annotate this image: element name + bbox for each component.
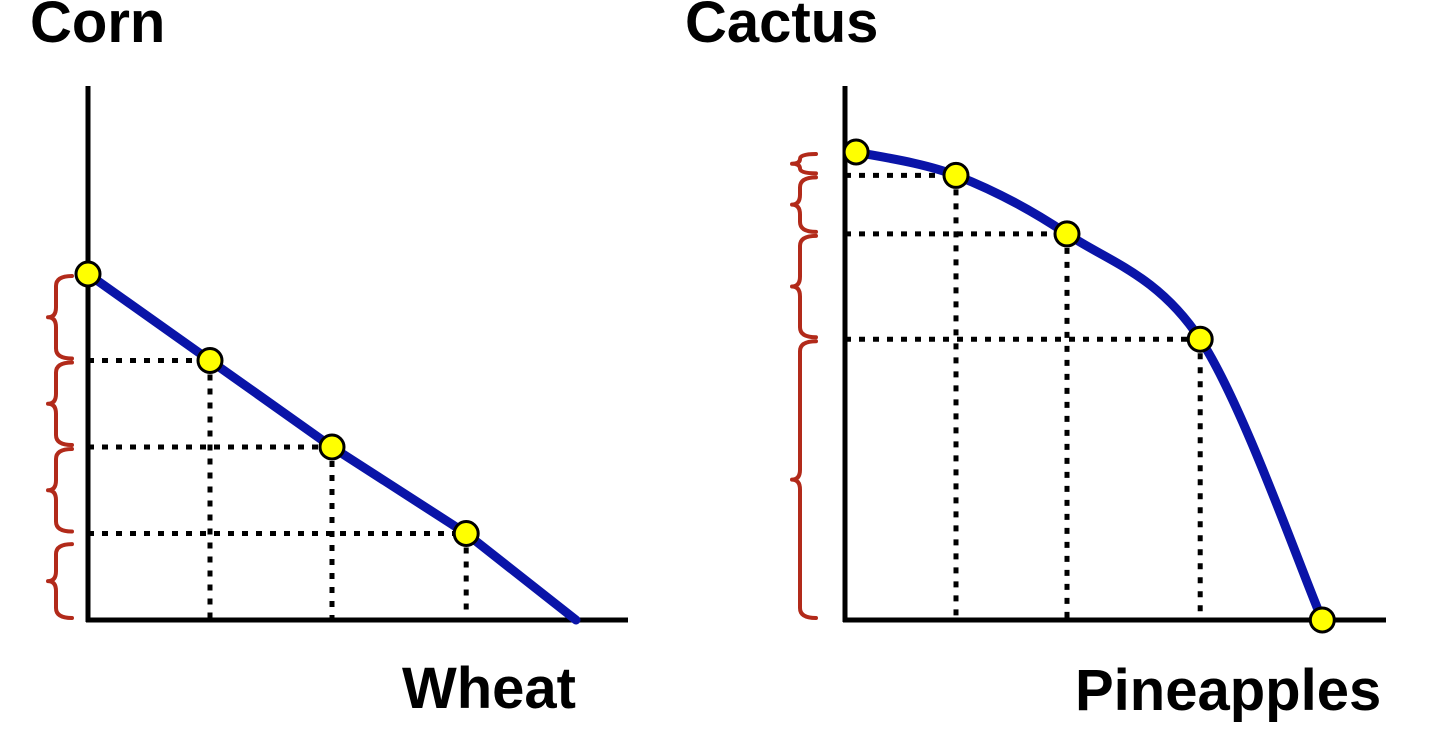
y-bracket-2 (790, 175, 818, 234)
x-axis-label: Wheat (402, 656, 576, 721)
y-bracket-2 (46, 360, 74, 447)
y-axis-label: Corn (30, 0, 166, 55)
data-point-0 (74, 260, 102, 288)
cactus-pineapples-plot (790, 86, 1386, 634)
y-bracket-1 (46, 447, 74, 534)
cactus-pineapples-ppf-chart: Cactus Pineapples (685, 0, 1440, 745)
y-bracket-1 (790, 233, 818, 340)
data-point-1 (942, 161, 970, 189)
y-bracket-0 (46, 542, 74, 620)
data-point-1 (196, 347, 224, 374)
data-point-3 (1186, 325, 1214, 353)
data-point-0 (842, 138, 870, 166)
frontier-line (851, 147, 1327, 625)
y-bracket-3 (790, 152, 818, 176)
data-point-4 (1308, 606, 1336, 634)
corn-wheat-plot (46, 86, 628, 625)
data-point-2 (1053, 220, 1081, 248)
y-bracket-0 (790, 339, 818, 620)
data-point-2 (318, 433, 346, 461)
y-axis-label: Cactus (685, 0, 879, 55)
x-axis-label: Pineapples (1075, 658, 1382, 723)
data-point-3 (452, 520, 480, 547)
y-bracket-3 (46, 274, 74, 361)
corn-wheat-ppf-chart: Corn Wheat (30, 0, 628, 721)
